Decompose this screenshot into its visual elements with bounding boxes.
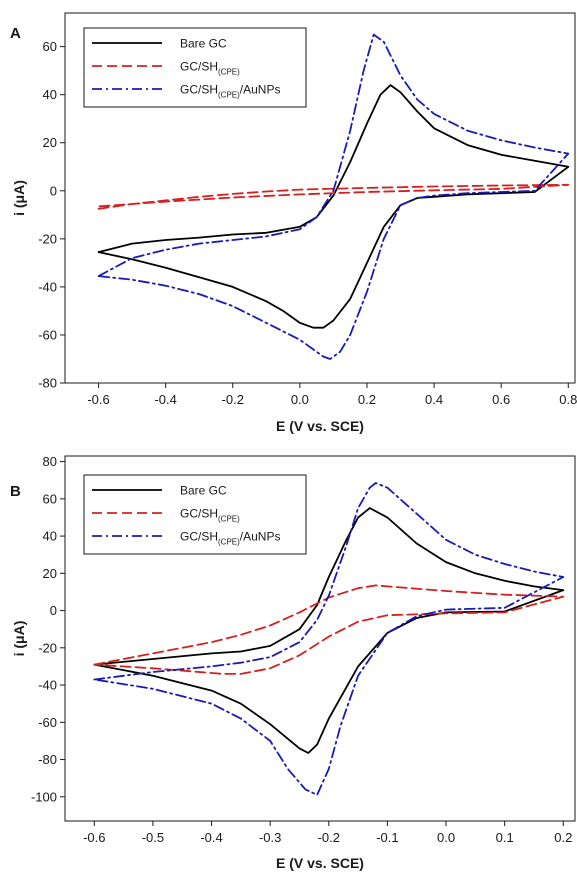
legend-label-bare-gc: Bare GC — [180, 37, 227, 51]
legend-label-gc-sh: GC/SH(CPE) — [180, 507, 240, 524]
legend-label-aunps-suffix: /AuNPs — [240, 83, 281, 97]
y-tick-label-a: -60 — [38, 327, 57, 342]
x-tick-label-b: -0.5 — [142, 830, 164, 845]
legend-box-a — [83, 27, 307, 108]
x-tick-label-a: -0.6 — [87, 392, 109, 407]
legend-box-b — [83, 474, 307, 555]
legend-label-gc-sh-sub: (CPE) — [218, 68, 240, 77]
legend-label-aunps-base: GC/SH — [180, 530, 218, 544]
panel-label-b: B — [10, 483, 21, 500]
y-tick-label-b: 20 — [43, 566, 57, 581]
x-tick-label-b: -0.1 — [376, 830, 398, 845]
x-tick-label-a: -0.4 — [154, 392, 176, 407]
y-tick-label-b: -20 — [38, 640, 57, 655]
legend-label-aunps-sub: (CPE) — [218, 538, 240, 547]
series-line-b-gc-sh — [93, 584, 565, 675]
x-tick-label-a: -0.2 — [222, 392, 244, 407]
series-line-b-gc-sh-aunps — [93, 482, 565, 796]
legend-label-aunps-sub: (CPE) — [218, 91, 240, 100]
legend-label-gc-sh-base: GC/SH — [180, 507, 218, 521]
y-tick-label-b: 0 — [50, 603, 57, 618]
y-tick-label-a: 40 — [43, 87, 57, 102]
panel-b: -0.6 -0.5 -0.4 -0.3 -0.2 -0.1 0.0 0.1 0.2 -100 -80… — [10, 454, 576, 871]
x-tick-label-b: -0.6 — [83, 830, 105, 845]
series-line-a-bare-gc — [97, 84, 570, 329]
legend-label-bare-gc: Bare GC — [180, 484, 227, 498]
y-tick-label-a: -80 — [38, 376, 57, 391]
series-line-a-gc-sh — [97, 183, 570, 210]
y-tick-label-a: 60 — [43, 39, 57, 54]
series-line-a-gc-sh-aunps — [97, 33, 570, 360]
y-axis-title-b: i (μA) — [11, 621, 27, 657]
legend-label-gc-sh-aunps: GC/SH(CPE)/AuNPs — [180, 530, 280, 547]
x-tick-label-b: 0.0 — [437, 830, 455, 845]
x-tick-label-b: 0.2 — [554, 830, 572, 845]
y-tick-label-a: -40 — [38, 279, 57, 294]
y-tick-label-b: 40 — [43, 529, 57, 544]
x-tick-label-b: -0.2 — [318, 830, 340, 845]
y-tick-label-a: -20 — [38, 231, 57, 246]
plot-frame-b — [64, 455, 576, 822]
legend-label-gc-sh: GC/SH(CPE) — [180, 60, 240, 77]
x-tick-label-a: 0.8 — [559, 392, 577, 407]
x-axis-title-a: E (V vs. SCE) — [276, 418, 364, 434]
y-tick-label-b: -40 — [38, 678, 57, 693]
plot-frame-a — [64, 12, 576, 384]
y-tick-label-b: -60 — [38, 715, 57, 730]
y-tick-label-b: -80 — [38, 752, 57, 767]
series-line-b-bare-gc — [93, 507, 565, 754]
x-tick-label-a: 0.4 — [425, 392, 443, 407]
x-tick-label-a: 0.0 — [291, 392, 309, 407]
x-tick-label-b: -0.3 — [259, 830, 281, 845]
y-axis-title-a: i (μA) — [11, 180, 27, 216]
legend-label-gc-sh-base: GC/SH — [180, 60, 218, 74]
x-tick-label-b: -0.4 — [200, 830, 222, 845]
y-tick-label-b: -100 — [31, 789, 57, 804]
x-tick-label-a: 0.2 — [358, 392, 376, 407]
legend-label-aunps-suffix: /AuNPs — [240, 530, 281, 544]
legend-label-aunps-base: GC/SH — [180, 83, 218, 97]
legend-label-gc-sh-aunps: GC/SH(CPE)/AuNPs — [180, 83, 280, 100]
y-tick-label-b: 60 — [43, 491, 57, 506]
panel-label-a: A — [10, 25, 21, 42]
x-axis-title-b: E (V vs. SCE) — [276, 855, 364, 871]
x-tick-label-a: 0.6 — [492, 392, 510, 407]
y-tick-label-b: 80 — [43, 454, 57, 469]
legend-label-gc-sh-sub: (CPE) — [218, 515, 240, 524]
y-tick-label-a: 0 — [50, 183, 57, 198]
x-tick-label-b: 0.1 — [496, 830, 514, 845]
panel-a: -0.6 -0.4 -0.2 0.0 0.2 0.4 0.6 0.8 -80 -60 -40 -20 0… — [10, 12, 577, 434]
y-tick-label-a: 20 — [43, 135, 57, 150]
